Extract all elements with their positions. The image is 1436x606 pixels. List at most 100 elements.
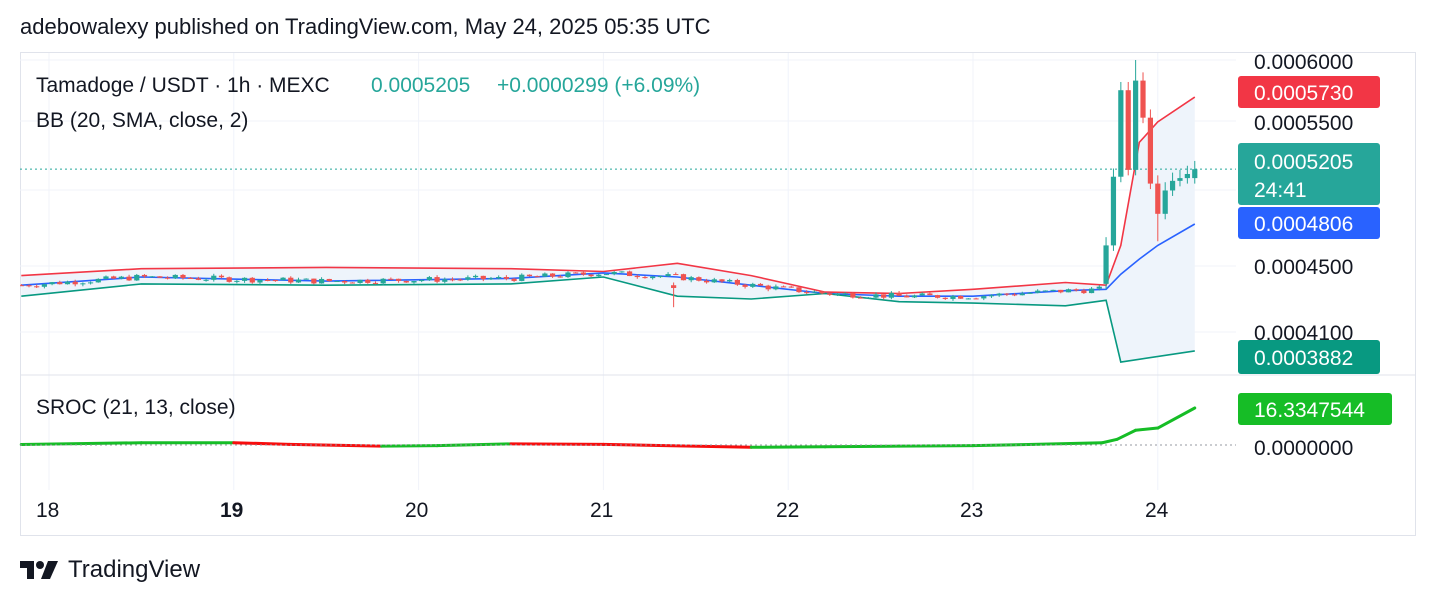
candle-body — [788, 286, 794, 288]
candle — [596, 273, 602, 278]
candle — [249, 277, 255, 284]
candle-body — [265, 279, 271, 281]
candle — [850, 292, 856, 299]
candle — [657, 275, 663, 278]
candle — [141, 274, 148, 278]
candle-body — [80, 283, 86, 285]
candle-body — [534, 276, 540, 278]
candle — [734, 278, 740, 286]
candle — [965, 298, 971, 300]
candle-body — [1011, 294, 1018, 296]
candle — [280, 277, 286, 281]
bollinger-bands — [21, 96, 1196, 364]
candle-body — [565, 272, 571, 278]
candle-body — [57, 282, 63, 285]
bb-band-fill — [21, 97, 1195, 363]
candle-body — [811, 291, 817, 293]
candle — [1035, 289, 1041, 294]
candle-body — [20, 285, 24, 287]
candle-body — [1140, 80, 1146, 118]
candle-body — [719, 279, 725, 282]
candle — [919, 292, 925, 296]
symbol-title: Tamadoge / USDT · 1h · MEXC — [36, 74, 330, 97]
svg-text:0.0005205: 0.0005205 — [1254, 151, 1353, 174]
candle — [773, 284, 779, 291]
tradingview-brand[interactable]: TradingView — [68, 556, 201, 583]
sroc-segment — [435, 442, 513, 448]
candle-body — [1133, 80, 1139, 170]
candle — [834, 293, 841, 297]
candle-body — [372, 282, 379, 284]
candle — [1027, 291, 1033, 294]
last-price-label: 0.0005205 24:41 — [1238, 143, 1380, 205]
candle-body — [973, 298, 979, 300]
candle-body — [195, 278, 201, 280]
candle — [349, 282, 355, 284]
candle-body — [1073, 289, 1079, 291]
candle — [34, 284, 40, 288]
candle-body — [1027, 292, 1033, 294]
candle — [819, 291, 825, 295]
candle-body — [896, 292, 902, 296]
candle-body — [865, 297, 871, 299]
sroc-value-label: 16.3347544 — [1238, 393, 1392, 425]
candle-body — [834, 293, 841, 295]
candle — [103, 275, 109, 280]
candle — [1133, 60, 1139, 176]
time-label-19: 19 — [220, 499, 243, 522]
candle-body — [280, 277, 286, 281]
sroc-indicator-label[interactable]: SROC (21, 13, close) — [36, 396, 236, 419]
candle — [719, 279, 725, 283]
candle-body — [850, 293, 856, 298]
candle-body — [1147, 117, 1154, 184]
candle-body — [380, 278, 386, 284]
candle-body — [488, 278, 494, 280]
price-tick-00045: 0.0004500 — [1254, 256, 1353, 279]
candle-body — [996, 293, 1002, 296]
candle — [303, 278, 309, 280]
candle — [57, 280, 63, 285]
candle-body — [342, 281, 348, 283]
candle-body — [665, 274, 671, 277]
candle — [958, 295, 964, 299]
candle-body — [827, 293, 833, 295]
candle — [696, 276, 702, 282]
candle — [934, 294, 941, 299]
tradingview-logo-icon[interactable] — [20, 559, 60, 581]
candle-body — [642, 277, 648, 279]
candle — [511, 278, 517, 282]
candle-body — [573, 272, 579, 274]
candle — [1184, 165, 1190, 184]
candle — [257, 279, 263, 285]
candle — [164, 276, 171, 280]
time-label-20: 20 — [405, 499, 428, 522]
candle-body — [34, 286, 40, 288]
candle — [549, 273, 556, 278]
candle — [318, 277, 325, 284]
last-price-value: 0.0005205 — [371, 74, 470, 97]
candle-body — [188, 277, 194, 279]
candle-body — [603, 274, 610, 276]
candle — [526, 274, 533, 277]
bb-upper-price-label: 0.0005730 — [1238, 76, 1380, 108]
candle-body — [1088, 288, 1095, 294]
candle-body — [496, 276, 502, 279]
candle-body — [626, 271, 633, 277]
sroc-zero-tick: 0.0000000 — [1254, 437, 1353, 460]
candle-body — [442, 279, 448, 282]
grid-lines — [20, 53, 1236, 490]
bb-lower-line — [21, 276, 1195, 364]
candle-body — [64, 281, 71, 285]
candle-body — [449, 279, 456, 281]
candle — [465, 275, 471, 281]
candle — [603, 274, 610, 276]
bb-indicator-label[interactable]: BB (20, SMA, close, 2) — [36, 109, 248, 132]
candle-body — [934, 295, 941, 298]
candle — [1140, 72, 1146, 124]
candle-body — [1184, 173, 1190, 179]
candle-body — [465, 277, 471, 280]
candle-body — [272, 280, 278, 282]
candle — [788, 285, 794, 288]
candle — [134, 273, 140, 281]
